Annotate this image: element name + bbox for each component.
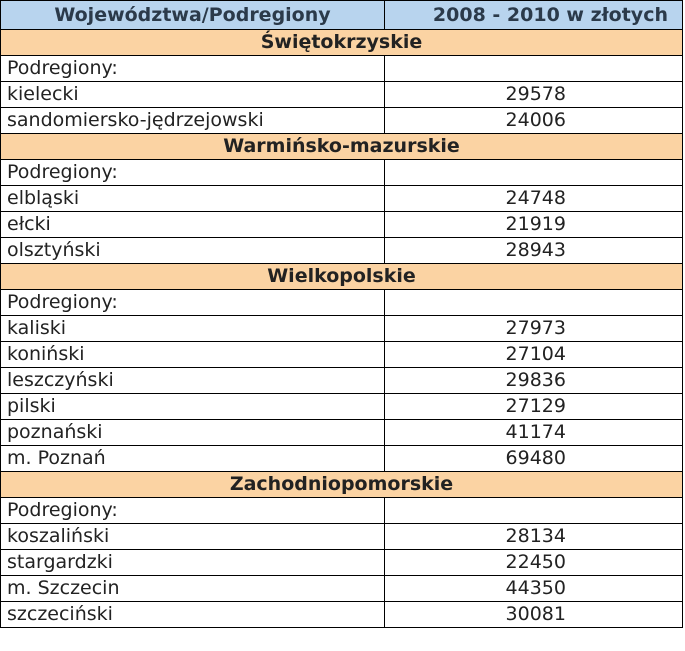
subregion-value: 24748	[384, 185, 683, 212]
subregion-name: ełcki	[0, 211, 385, 238]
column-header-region: Województwa/Podregiony	[0, 0, 385, 30]
subregion-name: olsztyński	[0, 237, 385, 264]
subregion-name: elbląski	[0, 185, 385, 212]
subregion-value: 44350	[384, 575, 683, 602]
region-row: Zachodniopomorskie	[0, 471, 683, 498]
empty-cell	[384, 55, 683, 82]
subregion-label-row: Podregiony:	[0, 289, 683, 316]
subregion-value: 28943	[384, 237, 683, 264]
table-row: elbląski 24748	[0, 185, 683, 212]
header-row: Województwa/Podregiony 2008 - 2010 w zło…	[0, 0, 683, 30]
column-header-value: 2008 - 2010 w złotych	[384, 0, 683, 30]
region-name: Zachodniopomorskie	[0, 471, 683, 498]
subregion-value: 30081	[384, 601, 683, 628]
data-table: Województwa/Podregiony 2008 - 2010 w zło…	[0, 0, 683, 628]
subregion-label-row: Podregiony:	[0, 159, 683, 186]
subregion-value: 69480	[384, 445, 683, 472]
subregion-value: 27973	[384, 315, 683, 342]
subregion-name: kaliski	[0, 315, 385, 342]
subregion-label: Podregiony:	[0, 289, 385, 316]
subregion-name: szczeciński	[0, 601, 385, 628]
subregion-name: stargardzki	[0, 549, 385, 576]
subregion-value: 27104	[384, 341, 683, 368]
table-row: sandomiersko-jędrzejowski 24006	[0, 107, 683, 134]
subregion-value: 27129	[384, 393, 683, 420]
region-row: Świętokrzyskie	[0, 29, 683, 56]
subregion-label-row: Podregiony:	[0, 497, 683, 524]
empty-cell	[384, 289, 683, 316]
subregion-value: 41174	[384, 419, 683, 446]
region-row: Warmińsko-mazurskie	[0, 133, 683, 160]
subregion-value: 24006	[384, 107, 683, 134]
subregion-value: 22450	[384, 549, 683, 576]
subregion-name: poznański	[0, 419, 385, 446]
subregion-name: m. Poznań	[0, 445, 385, 472]
subregion-value: 28134	[384, 523, 683, 550]
region-row: Wielkopolskie	[0, 263, 683, 290]
subregion-name: koniński	[0, 341, 385, 368]
table-body: Świętokrzyskie Podregiony: kielecki 2957…	[0, 29, 683, 628]
subregion-label: Podregiony:	[0, 497, 385, 524]
subregion-label: Podregiony:	[0, 55, 385, 82]
region-name: Wielkopolskie	[0, 263, 683, 290]
table-row: m. Szczecin 44350	[0, 575, 683, 602]
subregion-name: koszaliński	[0, 523, 385, 550]
table-row: olsztyński 28943	[0, 237, 683, 264]
table-row: koniński 27104	[0, 341, 683, 368]
table-row: stargardzki 22450	[0, 549, 683, 576]
empty-cell	[384, 159, 683, 186]
subregion-name: kielecki	[0, 81, 385, 108]
subregion-name: sandomiersko-jędrzejowski	[0, 107, 385, 134]
empty-cell	[384, 497, 683, 524]
subregion-name: m. Szczecin	[0, 575, 385, 602]
table-row: m. Poznań 69480	[0, 445, 683, 472]
table-row: kielecki 29578	[0, 81, 683, 108]
subregion-value: 29578	[384, 81, 683, 108]
table-row: ełcki 21919	[0, 211, 683, 238]
table-row: pilski 27129	[0, 393, 683, 420]
subregion-label-row: Podregiony:	[0, 55, 683, 82]
table-row: szczeciński 30081	[0, 601, 683, 628]
table-row: poznański 41174	[0, 419, 683, 446]
table-row: leszczyński 29836	[0, 367, 683, 394]
subregion-value: 29836	[384, 367, 683, 394]
subregion-name: leszczyński	[0, 367, 385, 394]
region-name: Świętokrzyskie	[0, 29, 683, 56]
table-row: kaliski 27973	[0, 315, 683, 342]
subregion-name: pilski	[0, 393, 385, 420]
region-name: Warmińsko-mazurskie	[0, 133, 683, 160]
table-row: koszaliński 28134	[0, 523, 683, 550]
subregion-value: 21919	[384, 211, 683, 238]
subregion-label: Podregiony:	[0, 159, 385, 186]
